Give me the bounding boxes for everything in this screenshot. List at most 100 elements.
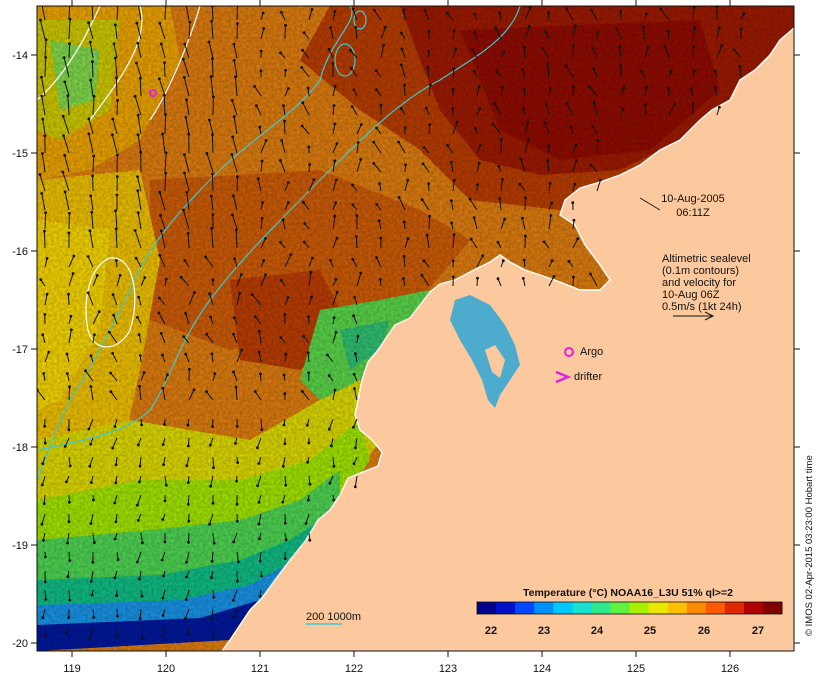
velocity-arrow-head xyxy=(258,594,262,598)
velocity-arrow-head xyxy=(422,146,426,150)
velocity-arrow-head xyxy=(186,481,190,484)
velocity-arrow-head xyxy=(354,446,357,450)
velocity-arrow xyxy=(206,391,214,401)
velocity-arrow-head xyxy=(161,518,165,521)
velocity-arrow xyxy=(44,589,47,600)
velocity-arrow-head xyxy=(739,27,743,31)
velocity-arrow xyxy=(589,86,598,97)
velocity-arrow-head xyxy=(521,216,524,220)
velocity-arrow xyxy=(211,6,214,21)
velocity-arrow-head xyxy=(332,316,336,319)
velocity-arrow-head xyxy=(117,2,120,5)
velocity-arrow-head xyxy=(71,272,75,275)
velocity-arrow-head xyxy=(565,101,569,105)
velocity-arrow-head xyxy=(546,62,550,65)
velocity-arrow-head xyxy=(92,154,96,158)
velocity-arrow-head xyxy=(572,84,575,88)
velocity-arrow xyxy=(87,292,94,306)
velocity-arrow xyxy=(692,46,695,59)
velocity-arrow-head xyxy=(184,616,187,620)
velocity-arrow xyxy=(112,353,118,363)
velocity-arrow xyxy=(332,216,336,230)
velocity-arrow-head xyxy=(301,200,305,204)
velocity-arrow-head xyxy=(44,56,48,59)
velocity-arrow-head xyxy=(372,140,376,144)
velocity-arrow-head xyxy=(354,26,358,29)
velocity-arrow-head xyxy=(237,560,240,564)
velocity-arrow-head xyxy=(404,163,407,167)
velocity-arrow xyxy=(68,589,71,601)
velocity-arrow-head xyxy=(307,371,311,375)
velocity-arrow-head xyxy=(43,424,47,428)
velocity-arrow-head xyxy=(253,390,257,393)
velocity-arrow xyxy=(210,608,214,620)
velocity-arrow-head xyxy=(571,201,575,205)
velocity-arrow-head xyxy=(468,197,472,201)
velocity-arrow xyxy=(404,180,409,192)
velocity-arrow-head xyxy=(308,163,312,166)
velocity-arrow-head xyxy=(158,190,162,194)
velocity-arrow xyxy=(162,627,166,637)
velocity-arrow xyxy=(355,437,358,448)
velocity-arrow-head xyxy=(348,48,352,52)
colorbar-cell xyxy=(477,602,497,614)
colorbar-tick-label: 25 xyxy=(644,625,656,637)
velocity-arrow xyxy=(233,43,238,59)
velocity-arrow-head xyxy=(502,50,506,54)
velocity-arrow xyxy=(111,134,118,154)
velocity-arrow-head xyxy=(91,174,94,178)
velocity-arrow-head xyxy=(95,274,99,277)
velocity-arrow-head xyxy=(164,277,168,281)
velocity-arrow-head xyxy=(500,85,504,89)
velocity-arrow-head xyxy=(211,133,214,137)
altimetry-line-1: Altimetric sealevel xyxy=(662,253,751,265)
velocity-arrow-head xyxy=(110,133,114,137)
velocity-arrow xyxy=(473,217,478,230)
velocity-arrow-head xyxy=(65,480,68,484)
velocity-arrow xyxy=(380,27,386,40)
velocity-arrow-head xyxy=(39,278,43,281)
velocity-arrow-head xyxy=(86,291,90,295)
velocity-arrow-head xyxy=(91,560,95,564)
velocity-arrow xyxy=(42,608,46,618)
velocity-arrow xyxy=(68,386,71,401)
velocity-arrow-head xyxy=(302,334,305,338)
velocity-arrow-head xyxy=(39,18,42,22)
velocity-arrow xyxy=(566,8,574,21)
velocity-arrow xyxy=(590,9,598,21)
velocity-arrow xyxy=(114,57,118,78)
velocity-arrow-head xyxy=(334,178,338,182)
velocity-arrow-head xyxy=(137,2,140,5)
velocity-arrow-head xyxy=(42,372,46,375)
velocity-arrow-head xyxy=(41,333,45,337)
velocity-arrow-head xyxy=(615,27,619,31)
velocity-arrow xyxy=(184,172,190,192)
velocity-arrow xyxy=(137,115,142,135)
velocity-arrow-head xyxy=(179,275,183,279)
y-tick-label: -17 xyxy=(12,344,28,356)
velocity-arrow xyxy=(716,27,720,40)
altimetry-line-3: and velocity for xyxy=(662,277,736,289)
velocity-arrow xyxy=(64,155,70,173)
velocity-arrow-head xyxy=(116,153,119,157)
velocity-arrow xyxy=(212,173,214,192)
velocity-arrow-head xyxy=(356,141,360,144)
velocity-arrow xyxy=(590,164,598,173)
velocity-arrow xyxy=(378,220,382,230)
colorbar-cell xyxy=(762,602,783,614)
velocity-arrow xyxy=(356,142,359,154)
velocity-arrow-head xyxy=(186,632,190,636)
velocity-arrow-head xyxy=(335,236,339,240)
velocity-arrow-head xyxy=(161,353,164,357)
velocity-arrow-head xyxy=(333,84,337,88)
velocity-arrow-head xyxy=(264,237,267,240)
velocity-arrow xyxy=(260,218,263,230)
velocity-arrow-head xyxy=(481,254,484,258)
velocity-arrow-head xyxy=(205,390,208,394)
velocity-arrow-head xyxy=(89,194,93,198)
velocity-arrow-head xyxy=(326,353,329,357)
velocity-arrow xyxy=(332,123,336,135)
velocity-arrow-head xyxy=(188,20,192,24)
velocity-arrow-head xyxy=(67,520,71,524)
velocity-arrow xyxy=(352,418,358,428)
